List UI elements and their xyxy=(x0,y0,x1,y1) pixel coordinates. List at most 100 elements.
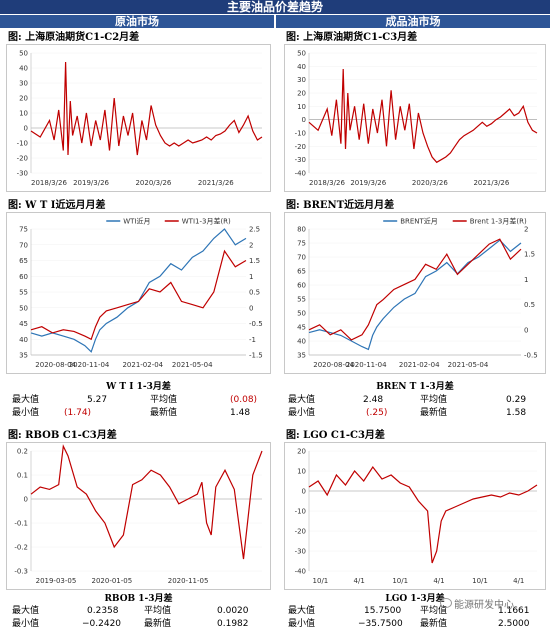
sc12-xtick-label: 2020/3/26 xyxy=(135,179,171,187)
sc12-ytick-label: 10 xyxy=(19,110,28,118)
lgo-xtick-label: 4/1 xyxy=(354,577,365,585)
lgo-chart: -40 -30 -20 -10 0 10 20 10/1 4/1 10/1 4/1 10/1 4/1 xyxy=(295,448,538,585)
wti-ytick2-label: -1 xyxy=(249,336,256,344)
brent-ytick-label: 50 xyxy=(297,310,306,318)
lgo-xtick-label: 10/1 xyxy=(392,577,408,585)
sc12-ytick-label: 30 xyxy=(19,80,28,88)
wti-ytick-label: 60 xyxy=(19,273,28,281)
brent-ytick-label: 80 xyxy=(297,226,306,234)
sc13-ytick-label: 20 xyxy=(297,90,306,98)
sc13-ytick-label: 40 xyxy=(297,63,306,71)
brent-max-value: 2.48 xyxy=(363,395,384,405)
rbob-xtick-label: 2020-11-05 xyxy=(168,577,209,585)
rbob-chart-frame: -0.3 -0.2 -0.1 0 0.1 0.2 2019-03-05 2020-01-05 2… xyxy=(6,442,271,590)
sc12-ytick-label: -10 xyxy=(17,140,28,148)
wti-ytick2-label: -0.5 xyxy=(249,320,263,328)
rbob-stats-title: RBOB 1-3月差 xyxy=(104,594,173,604)
rbob-ytick-label: -0.3 xyxy=(14,568,28,576)
brent-xtick-label: 2021-02-04 xyxy=(399,361,440,369)
wti-chart-frame: 35 40 45 50 55 60 65 70 75 -1.5 -1 -0.5 0 0.5 1 1.5 2 2.5… xyxy=(6,212,271,374)
rbob-ytick-label: 0.1 xyxy=(17,472,28,480)
brent-mean-label: 平均值 xyxy=(420,395,448,405)
brent-ytick2-label: 2 xyxy=(524,226,528,234)
brent-chart-frame: 35 40 45 50 55 60 65 70 75 80 -0.5 0 0.5 1 1.5 2 2020-08… xyxy=(284,212,546,374)
brent-series-line-1 xyxy=(308,238,522,341)
rbob-chart: -0.3 -0.2 -0.1 0 0.1 0.2 2019-03-05 2020-01-05 2… xyxy=(14,444,263,585)
rbob-mean-value: 0.0020 xyxy=(217,606,249,616)
brent-ytick-label: 60 xyxy=(297,282,306,290)
wti-ytick2-label: 0 xyxy=(249,304,253,312)
brent-ytick2-label: 0.5 xyxy=(524,301,535,309)
sc12-ytick-label: 0 xyxy=(24,125,28,133)
sc13-xtick-label: 2020/3/26 xyxy=(412,179,448,187)
lgo-chart-frame: -40 -30 -20 -10 0 10 20 10/1 4/1 10/1 4/1 10/1 4/1 xyxy=(284,442,546,590)
wti-ytick-label: 45 xyxy=(19,320,28,328)
wti-latest-value: 1.48 xyxy=(230,408,251,418)
wti-mean-value: (0.08) xyxy=(230,395,258,405)
lgo-xtick-label: 10/1 xyxy=(313,577,329,585)
wti-xtick-label: 2020-11-04 xyxy=(69,361,110,369)
wti-series-line-0 xyxy=(30,228,247,353)
wti-stats-title: W T I 1-3月差 xyxy=(106,382,171,392)
sc13-series-line-0 xyxy=(308,68,538,164)
lgo-series-line-0 xyxy=(308,465,538,564)
sc13-ytick-label: -30 xyxy=(295,156,306,164)
sc12-ytick-label: 40 xyxy=(19,65,28,73)
wti-ytick-label: 70 xyxy=(19,241,28,249)
brent-min-label: 最小值 xyxy=(288,408,316,418)
brent-ytick-label: 35 xyxy=(297,352,306,360)
brent-legend-label-0: BRENT近月 xyxy=(400,217,438,226)
brent-mean-value: 0.29 xyxy=(506,395,527,405)
sc13-ytick-label: 10 xyxy=(297,103,306,111)
lgo-max-value: 15.7500 xyxy=(364,606,402,616)
lgo-mean-value: 1.1661 xyxy=(498,606,530,616)
lgo-latest-label: 最新值 xyxy=(420,619,448,629)
rbob-min-label: 最小值 xyxy=(12,619,40,629)
sc12-ytick-label: 50 xyxy=(19,50,28,58)
sc12-ytick-label: 20 xyxy=(19,95,28,103)
lgo-ytick-label: 20 xyxy=(297,448,306,456)
sc-c1c3-chart-frame: -40 -30 -20 -10 0 10 20 30 40 50 2018/3/26 2019/3/2… xyxy=(284,44,546,192)
rbob-latest-label: 最新值 xyxy=(144,619,172,629)
wti-series-line-1 xyxy=(30,249,247,341)
wti-ytick2-label: 1.5 xyxy=(249,257,260,265)
rbob-title: 图: RBOB C1-C3月差 xyxy=(8,430,117,441)
sc13-xtick-label: 2021/3/26 xyxy=(473,179,509,187)
sc12-ytick-label: -20 xyxy=(17,155,28,163)
lgo-title: 图: LGO C1-C3月差 xyxy=(286,430,385,441)
lgo-ytick-label: 10 xyxy=(297,468,306,476)
brent-min-value: (.25) xyxy=(366,408,388,418)
sc-c1c2-title: 图: 上海原油期货C1-C2月差 xyxy=(8,32,140,43)
wti-chart: 35 40 45 50 55 60 65 70 75 -1.5 -1 -0.5 0 0.5 1 1.5 2 2.5… xyxy=(19,217,263,370)
brent-xtick-label: 2020-11-04 xyxy=(346,361,387,369)
wti-ytick2-label: -1.5 xyxy=(249,352,263,360)
wti-max-label: 最大值 xyxy=(12,395,40,405)
rbob-min-value: −0.2420 xyxy=(82,619,122,629)
lgo-max-label: 最大值 xyxy=(288,606,316,616)
lgo-ytick-label: -10 xyxy=(295,508,306,516)
sc12-series-line-0 xyxy=(30,61,263,156)
wti-legend-label-0: WTI近月 xyxy=(123,217,150,226)
wti-min-value: (1.74) xyxy=(64,408,92,418)
sc13-ytick-label: 0 xyxy=(302,116,306,124)
sc12-ytick-label: -30 xyxy=(17,170,28,178)
sc-c1c3-title: 图: 上海原油期货C1-C3月差 xyxy=(286,32,418,43)
sc13-ytick-label: 50 xyxy=(297,50,306,58)
lgo-min-label: 最小值 xyxy=(288,619,316,629)
rbob-max-label: 最大值 xyxy=(12,606,40,616)
sc-c1c2-chart: -30 -20 -10 0 10 20 30 40 50 2018/3/26 2019/3/26 20… xyxy=(17,50,263,187)
wti-xtick-label: 2020-08-04 xyxy=(35,361,76,369)
wti-ytick-label: 75 xyxy=(19,226,28,234)
lgo-ytick-label: -20 xyxy=(295,528,306,536)
sc13-ytick-label: -20 xyxy=(295,143,306,151)
brent-ytick-label: 55 xyxy=(297,296,306,304)
rbob-ytick-label: -0.1 xyxy=(14,520,28,528)
sc13-ytick-label: -10 xyxy=(295,130,306,138)
brent-ytick-label: 45 xyxy=(297,324,306,332)
sc13-xtick-label: 2018/3/26 xyxy=(309,179,345,187)
sc13-xtick-label: 2019/3/26 xyxy=(350,179,386,187)
brent-legend-label-1: Brent 1-3月差(R) xyxy=(470,217,527,226)
products-market-header: 成品油市场 xyxy=(276,15,550,28)
brent-ytick2-label: 0 xyxy=(524,326,528,334)
rbob-ytick-label: 0 xyxy=(24,496,28,504)
